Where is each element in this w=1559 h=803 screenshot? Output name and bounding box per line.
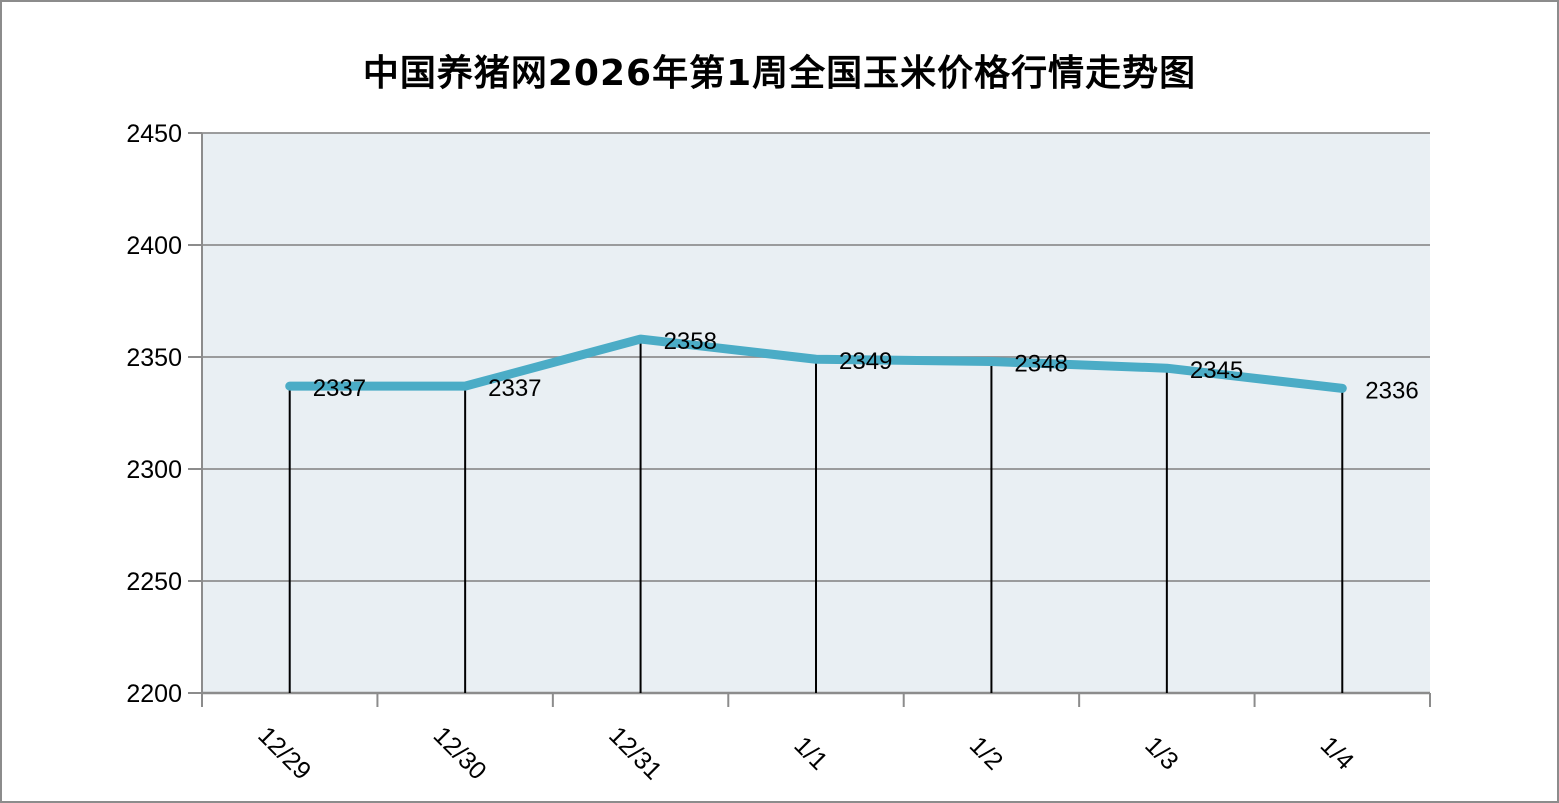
- x-axis-tick-label: 12/31: [603, 721, 667, 785]
- y-axis-tick-label: 2450: [126, 120, 182, 148]
- x-axis-tick-label: 12/30: [428, 721, 492, 785]
- x-axis-tick-label: 1/2: [964, 731, 1008, 775]
- y-axis-tick-label: 2300: [126, 456, 182, 484]
- data-point-label: 2345: [1190, 357, 1243, 384]
- y-axis-tick-label: 2250: [126, 568, 182, 596]
- data-point-label: 2336: [1365, 377, 1418, 404]
- data-point-label: 2358: [664, 328, 717, 355]
- y-axis-tick-label: 2350: [126, 344, 182, 372]
- y-axis-tick-label: 2400: [126, 232, 182, 260]
- chart-title: 中国养猪网2026年第1周全国玉米价格行情走势图: [362, 53, 1197, 94]
- x-axis-tick-label: 1/4: [1315, 731, 1359, 775]
- data-point-label: 2337: [488, 375, 541, 402]
- x-axis-tick-label: 1/1: [788, 731, 832, 775]
- x-axis-tick-label: 12/29: [252, 721, 316, 785]
- price-series-line: [285, 334, 1347, 393]
- data-point-label: 2349: [839, 348, 892, 375]
- x-axis-tick-label: 1/3: [1139, 731, 1183, 775]
- y-axis-tick-label: 2200: [126, 680, 182, 708]
- data-point-label: 2348: [1014, 350, 1067, 377]
- data-point-label: 2337: [313, 375, 366, 402]
